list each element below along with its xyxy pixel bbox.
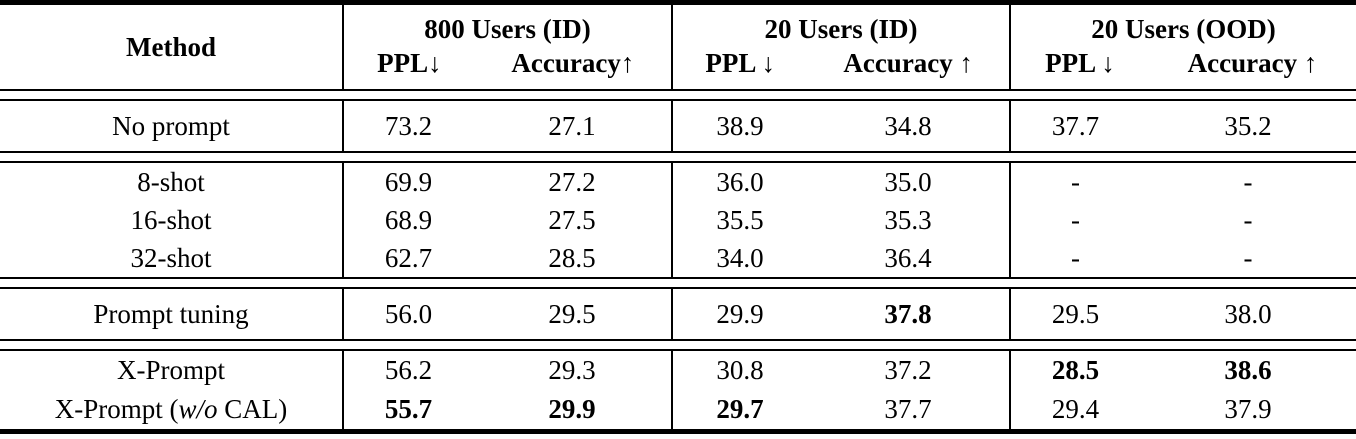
table-row-x-prompt: X-Prompt 56.2 29.3 30.8 37.2 28.5 38.6 xyxy=(0,351,1356,389)
method-cell: X-Prompt xyxy=(117,354,225,385)
accuracy-column-header: Accuracy↑ xyxy=(511,48,635,78)
table-row-prompt-tuning: Prompt tuning 56.0 29.5 29.9 37.8 29.5 3… xyxy=(0,289,1356,339)
table-row-x-prompt-wo-cal: X-Prompt (w/o CAL) 55.7 29.9 29.7 37.7 2… xyxy=(0,389,1356,429)
cell: 36.0 xyxy=(671,163,808,201)
cell: 27.1 xyxy=(548,110,596,141)
cell: - xyxy=(1009,163,1141,201)
cell: 38.9 xyxy=(671,101,808,151)
section-divider xyxy=(0,89,1356,101)
group-title: 20 Users (OOD) xyxy=(1091,14,1276,45)
cell: 56.2 xyxy=(342,351,473,389)
cell: - xyxy=(1243,204,1253,235)
cell: 29.7 xyxy=(671,389,808,429)
method-cell: Prompt tuning xyxy=(93,298,249,329)
cell: - xyxy=(1243,242,1253,273)
table-bottom-rule xyxy=(0,429,1356,434)
cell: 28.5 xyxy=(1009,351,1141,389)
group-title: 800 Users (ID) xyxy=(424,14,591,45)
method-cell: 32-shot xyxy=(130,242,212,273)
cell: - xyxy=(1009,201,1141,239)
table-row-32-shot: 32-shot 62.7 28.5 34.0 36.4 - - xyxy=(0,239,1356,277)
method-cell: 8-shot xyxy=(137,166,205,197)
ppl-column-header: PPL↓ xyxy=(377,48,442,78)
group-header-20-users-ood: 20 Users (OOD) PPL ↓ Accuracy ↑ xyxy=(1009,5,1356,89)
cell: 27.2 xyxy=(548,166,596,197)
cell: 38.6 xyxy=(1224,354,1272,385)
cell: 37.7 xyxy=(884,393,932,424)
cell: 73.2 xyxy=(342,101,473,151)
cell: 29.5 xyxy=(548,298,596,329)
cell: 27.5 xyxy=(548,204,596,235)
cell: 55.7 xyxy=(342,389,473,429)
results-table: Method 800 Users (ID) PPL↓ Accuracy↑ 20 … xyxy=(0,5,1356,429)
double-rule xyxy=(0,339,1356,351)
group-subheaders: PPL ↓ Accuracy ↑ xyxy=(1011,47,1356,81)
table-row-16-shot: 16-shot 68.9 27.5 35.5 35.3 - - xyxy=(0,201,1356,239)
group-subheaders: PPL↓ Accuracy↑ xyxy=(344,47,671,81)
cell: 29.9 xyxy=(671,289,808,339)
cell: 37.7 xyxy=(1009,101,1141,151)
section-divider xyxy=(0,339,1356,351)
cell: 36.4 xyxy=(884,242,932,273)
double-rule xyxy=(0,89,1356,101)
cell: 37.9 xyxy=(1224,393,1272,424)
double-rule xyxy=(0,151,1356,163)
double-rule xyxy=(0,277,1356,289)
cell: 35.3 xyxy=(884,204,932,235)
section-divider xyxy=(0,277,1356,289)
cell: 37.8 xyxy=(884,298,932,329)
cell: 29.5 xyxy=(1009,289,1141,339)
cell: 29.9 xyxy=(548,393,596,424)
group-header-20-users-id: 20 Users (ID) PPL ↓ Accuracy ↑ xyxy=(671,5,1011,89)
cell: 29.3 xyxy=(548,354,596,385)
cell: 35.2 xyxy=(1224,110,1272,141)
table-row-8-shot: 8-shot 69.9 27.2 36.0 35.0 - - xyxy=(0,163,1356,201)
cell: 30.8 xyxy=(671,351,808,389)
cell: 56.0 xyxy=(342,289,473,339)
ppl-column-header: PPL ↓ xyxy=(1045,48,1115,78)
table-top-rule xyxy=(0,0,1356,5)
cell: 34.0 xyxy=(671,239,808,277)
cell: 29.4 xyxy=(1009,389,1141,429)
method-cell: No prompt xyxy=(112,110,230,141)
cell: - xyxy=(1243,166,1253,197)
method-cell: 16-shot xyxy=(130,204,212,235)
group-title: 20 Users (ID) xyxy=(764,14,918,45)
method-cell: X-Prompt (w/o CAL) xyxy=(54,393,288,424)
cell: 34.8 xyxy=(884,110,932,141)
table-header-row: Method 800 Users (ID) PPL↓ Accuracy↑ 20 … xyxy=(0,5,1356,89)
cell: 38.0 xyxy=(1224,298,1272,329)
accuracy-column-header: Accuracy ↑ xyxy=(1187,48,1318,78)
table-row-no-prompt: No prompt 73.2 27.1 38.9 34.8 37.7 35.2 xyxy=(0,101,1356,151)
ppl-column-header: PPL ↓ xyxy=(705,48,776,78)
cell: 37.2 xyxy=(884,354,932,385)
cell: 28.5 xyxy=(548,242,596,273)
section-divider xyxy=(0,151,1356,163)
cell: 68.9 xyxy=(342,201,473,239)
group-subheaders: PPL ↓ Accuracy ↑ xyxy=(673,47,1009,81)
cell: - xyxy=(1009,239,1141,277)
group-header-800-users-id: 800 Users (ID) PPL↓ Accuracy↑ xyxy=(341,5,673,89)
cell: 62.7 xyxy=(342,239,473,277)
method-column-header: Method xyxy=(126,31,216,62)
cell: 69.9 xyxy=(342,163,473,201)
accuracy-column-header: Accuracy ↑ xyxy=(843,48,974,78)
cell: 35.0 xyxy=(884,166,932,197)
cell: 35.5 xyxy=(671,201,808,239)
